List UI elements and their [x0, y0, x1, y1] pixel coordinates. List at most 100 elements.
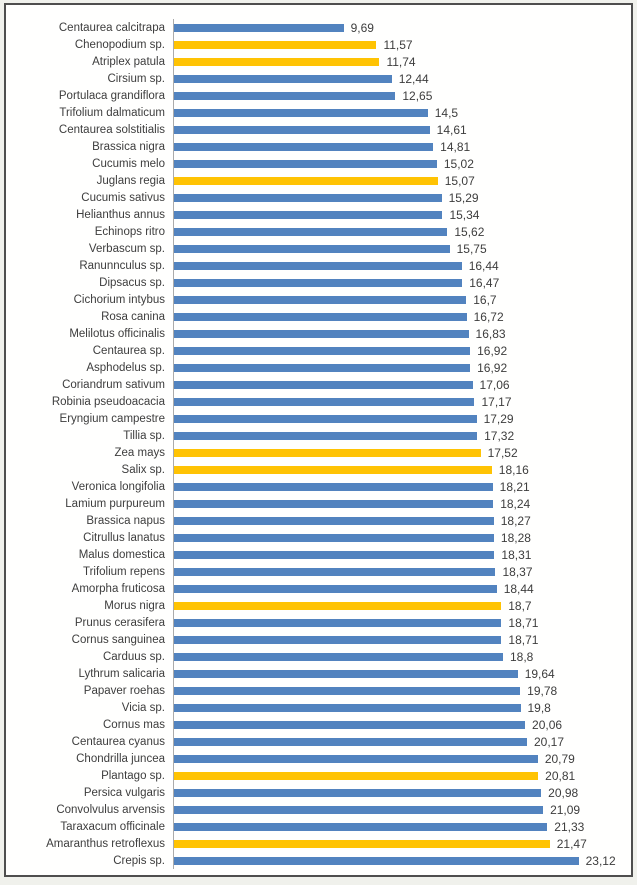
category-label: Centaurea solstitialis: [58, 123, 165, 136]
value-label: 16,7: [473, 292, 497, 307]
plot-area: 15,62: [173, 223, 626, 240]
plot-area: 9,69: [173, 19, 626, 36]
bar: [174, 771, 539, 780]
value-label: 18,37: [502, 564, 533, 579]
chart-row: Cucumis melo 15,02: [12, 155, 626, 172]
chart-row: Chondrilla juncea 20,79: [12, 750, 626, 767]
plot-area: 17,29: [173, 410, 626, 427]
value-label: 15,34: [449, 207, 480, 222]
value-label: 21,33: [554, 819, 585, 834]
category-label: Zea mays: [114, 446, 166, 459]
category-label: Cirsium sp.: [107, 72, 165, 85]
value-label: 19,78: [527, 683, 558, 698]
category-label: Persica vulgaris: [83, 786, 165, 799]
category-label: Plantago sp.: [101, 769, 165, 782]
chart-row: Citrullus lanatus 18,28: [12, 529, 626, 546]
category-label: Helianthus annus: [76, 208, 165, 221]
plot-area: 23,12: [173, 852, 626, 869]
category-label: Brassica nigra: [92, 140, 165, 153]
bar: [174, 856, 579, 865]
bar: [174, 448, 481, 457]
value-label: 18,28: [500, 530, 531, 545]
value-label: 17,17: [481, 394, 512, 409]
bar: [174, 754, 538, 763]
category-label: Lythrum salicaria: [78, 667, 166, 680]
value-label: 18,8: [510, 649, 534, 664]
plot-area: 18,27: [173, 512, 626, 529]
value-label: 20,17: [533, 734, 564, 749]
category-label: Juglans regia: [96, 174, 165, 187]
value-label: 18,71: [508, 615, 539, 630]
plot-area: 18,37: [173, 563, 626, 580]
bar: [174, 567, 496, 576]
chart-row: Crepis sp. 23,12: [12, 852, 626, 869]
value-label: 15,02: [443, 156, 474, 171]
chart-row: Centaurea solstitialis 14,61: [12, 121, 626, 138]
chart-row: Portulaca grandiflora 12,65: [12, 87, 626, 104]
chart-row: Asphodelus sp. 16,92: [12, 359, 626, 376]
plot-area: 15,75: [173, 240, 626, 257]
bar: [174, 550, 495, 559]
value-label: 15,29: [448, 190, 479, 205]
bar: [174, 227, 448, 236]
value-label: 17,52: [487, 445, 518, 460]
plot-area: 19,78: [173, 682, 626, 699]
bar: [174, 397, 475, 406]
chart-row: Cichorium intybus 16,7: [12, 291, 626, 308]
bar: [174, 23, 344, 32]
chart-row: Trifolium repens 18,37: [12, 563, 626, 580]
value-label: 17,06: [479, 377, 510, 392]
category-label: Crepis sp.: [113, 854, 165, 867]
category-label: Centaurea cyanus: [71, 735, 165, 748]
value-label: 9,69: [350, 20, 374, 35]
category-label: Trifolium repens: [82, 565, 165, 578]
chart-row: Taraxacum officinale 21,33: [12, 818, 626, 835]
plot-area: 16,47: [173, 274, 626, 291]
chart-row: Vicia sp. 19,8: [12, 699, 626, 716]
value-label: 21,47: [556, 836, 587, 851]
bar: [174, 210, 443, 219]
category-label: Dipsacus sp.: [99, 276, 165, 289]
value-label: 19,64: [524, 666, 555, 681]
value-label: 16,72: [473, 309, 504, 324]
category-label: Eryngium campestre: [59, 412, 165, 425]
chart-row: Persica vulgaris 20,98: [12, 784, 626, 801]
category-label: Echinops ritro: [94, 225, 165, 238]
bar: [174, 193, 442, 202]
value-label: 15,62: [454, 224, 485, 239]
plot-area: 17,06: [173, 376, 626, 393]
bar: [174, 125, 430, 134]
plot-area: 20,17: [173, 733, 626, 750]
value-label: 18,31: [501, 547, 532, 562]
value-label: 18,16: [498, 462, 529, 477]
value-label: 20,98: [548, 785, 579, 800]
plot-area: 18,24: [173, 495, 626, 512]
value-label: 14,61: [436, 122, 467, 137]
bar: [174, 431, 478, 440]
plot-area: 21,47: [173, 835, 626, 852]
bar: [174, 720, 526, 729]
category-label: Carduus sp.: [102, 650, 165, 663]
bar: [174, 465, 492, 474]
value-label: 18,71: [508, 632, 539, 647]
category-label: Chenopodium sp.: [74, 38, 165, 51]
bar: [174, 805, 544, 814]
category-label: Verbascum sp.: [88, 242, 165, 255]
bar: [174, 737, 527, 746]
bar: [174, 499, 494, 508]
category-label: Portulaca grandiflora: [58, 89, 165, 102]
plot-area: 12,44: [173, 70, 626, 87]
chart-row: Centaurea cyanus 20,17: [12, 733, 626, 750]
chart-row: Cornus sanguinea 18,71: [12, 631, 626, 648]
plot-area: 20,06: [173, 716, 626, 733]
value-label: 16,83: [475, 326, 506, 341]
chart-row: Melilotus officinalis 16,83: [12, 325, 626, 342]
plot-area: 14,5: [173, 104, 626, 121]
value-label: 11,74: [386, 54, 416, 69]
bar: [174, 482, 493, 491]
bar-chart: Centaurea calcitrapa 9,69 Chenopodium sp. 1…: [12, 19, 626, 869]
category-label: Tillia sp.: [123, 429, 165, 442]
bar: [174, 788, 542, 797]
category-label: Taraxacum officinale: [60, 820, 165, 833]
plot-area: 19,64: [173, 665, 626, 682]
